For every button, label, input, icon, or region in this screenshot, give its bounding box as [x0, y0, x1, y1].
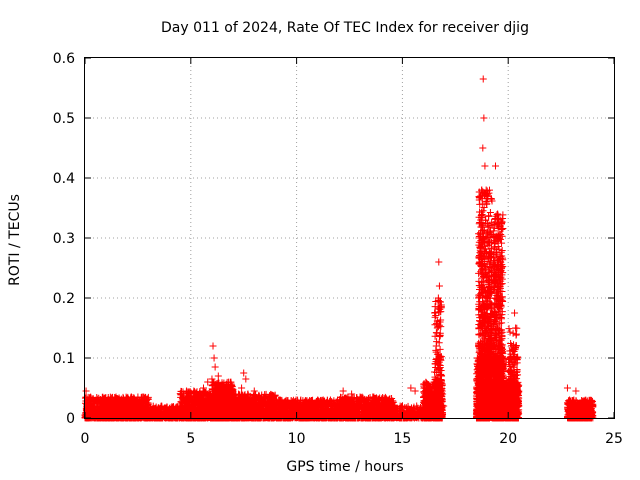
data-point	[98, 397, 106, 405]
data-point	[120, 414, 128, 422]
data-point	[86, 401, 94, 409]
data-point	[113, 414, 121, 422]
grid-lines	[85, 58, 614, 418]
data-points	[81, 75, 597, 422]
data-point	[115, 394, 123, 402]
chart-title: Day 011 of 2024, Rate Of TEC Index for r…	[161, 20, 529, 36]
data-point	[89, 395, 97, 403]
data-point	[95, 413, 103, 421]
data-point	[135, 404, 143, 412]
data-point	[138, 401, 146, 409]
data-point	[138, 414, 146, 422]
data-point	[90, 414, 98, 422]
data-point	[134, 411, 142, 419]
data-point	[134, 403, 142, 411]
